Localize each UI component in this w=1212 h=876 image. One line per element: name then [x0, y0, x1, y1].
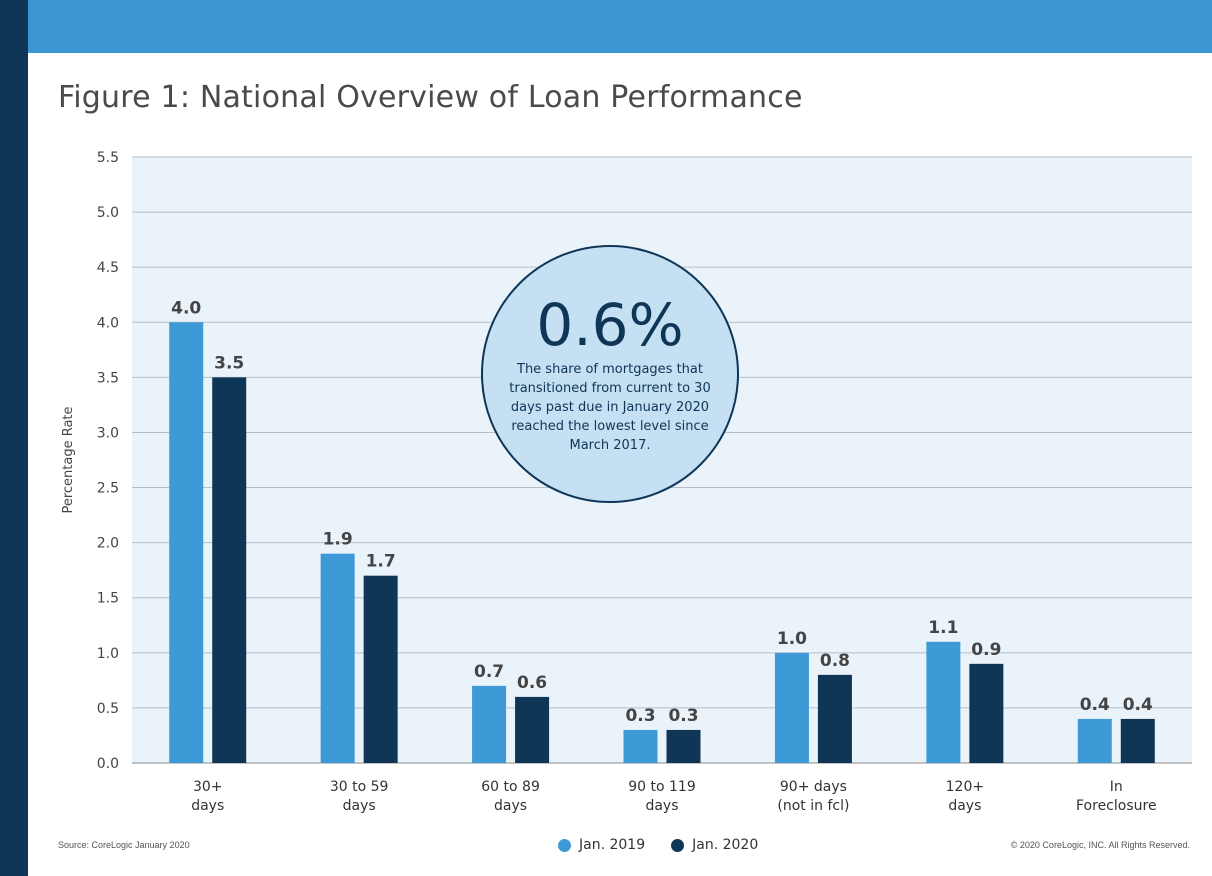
x-tick-label: days: [948, 798, 981, 814]
copyright-note: © 2020 CoreLogic, INC. All Rights Reserv…: [1010, 840, 1190, 850]
bar: [212, 377, 247, 763]
callout-value: 0.6%: [536, 291, 684, 359]
y-axis-label: Percentage Rate: [61, 406, 76, 514]
x-tick-label: days: [191, 798, 224, 814]
legend-swatch-jan-2020: [671, 838, 685, 852]
data-label: 0.3: [668, 706, 698, 726]
data-label: 0.6: [517, 673, 547, 693]
data-label: 3.5: [214, 353, 244, 373]
bar: [623, 729, 658, 763]
legend-swatch-jan-2019: [558, 838, 571, 852]
x-tick-label: 30+: [193, 779, 223, 795]
bar: [1120, 718, 1155, 763]
y-tick-label: 0.0: [97, 756, 119, 772]
y-tick-label: 2.0: [97, 536, 119, 552]
legend-item-jan-2020: Jan. 2020: [671, 837, 758, 853]
y-tick-label: 0.5: [97, 701, 119, 717]
bar: [969, 663, 1004, 763]
x-tick-label: (not in fcl): [777, 798, 849, 814]
y-tick-label: 1.5: [97, 591, 119, 607]
callout-text: The share of mortgages that transitioned…: [509, 362, 711, 453]
data-label: 0.7: [474, 662, 504, 682]
x-tick-label: In: [1110, 779, 1123, 795]
y-tick-label: 3.5: [97, 370, 119, 386]
data-label: 1.1: [928, 618, 958, 638]
bar: [169, 322, 204, 763]
x-tick-label: 90 to 119: [628, 779, 696, 795]
legend-label-jan-2020: Jan. 2020: [692, 837, 759, 853]
legend-item-jan-2019: Jan. 2019: [558, 837, 645, 853]
chart-legend: Jan. 2019 Jan. 2020: [558, 837, 758, 853]
y-tick-label: 5.5: [97, 150, 119, 166]
bar: [666, 729, 701, 763]
bar: [926, 641, 961, 763]
bar: [515, 696, 550, 763]
data-label: 4.0: [171, 298, 201, 318]
y-tick-label: 3.0: [97, 425, 119, 441]
highlight-callout: 0.6% The share of mortgages that transit…: [481, 245, 739, 503]
left-accent-bar: [0, 0, 28, 876]
x-tick-label: 90+ days: [780, 779, 847, 795]
y-tick-label: 2.5: [97, 481, 119, 497]
data-label: 1.0: [777, 629, 807, 649]
y-tick-label: 1.0: [97, 646, 119, 662]
x-tick-label: 60 to 89: [481, 779, 540, 795]
y-tick-label: 4.5: [97, 260, 119, 276]
header-band: [28, 0, 1212, 53]
source-note: Source: CoreLogic January 2020: [58, 840, 190, 850]
y-tick-label: 5.0: [97, 205, 119, 221]
bar: [472, 685, 507, 763]
chart-title: Figure 1: National Overview of Loan Perf…: [58, 80, 803, 115]
bar: [817, 674, 852, 763]
x-tick-label: days: [343, 798, 376, 814]
x-tick-label: Foreclosure: [1076, 798, 1157, 814]
data-label: 1.7: [366, 552, 396, 572]
bar: [320, 553, 355, 763]
data-label: 0.9: [971, 640, 1001, 660]
bar: [774, 652, 809, 763]
x-tick-label: 120+: [946, 779, 984, 795]
data-label: 0.8: [820, 651, 850, 671]
data-label: 1.9: [323, 530, 353, 550]
bar: [363, 575, 398, 763]
x-tick-label: days: [494, 798, 527, 814]
legend-label-jan-2019: Jan. 2019: [579, 837, 646, 853]
x-tick-label: days: [645, 798, 678, 814]
data-label: 0.4: [1123, 695, 1153, 715]
bar: [1077, 718, 1112, 763]
data-label: 0.4: [1080, 695, 1110, 715]
x-tick-label: 30 to 59: [330, 779, 389, 795]
y-tick-label: 4.0: [97, 315, 119, 331]
data-label: 0.3: [625, 706, 655, 726]
